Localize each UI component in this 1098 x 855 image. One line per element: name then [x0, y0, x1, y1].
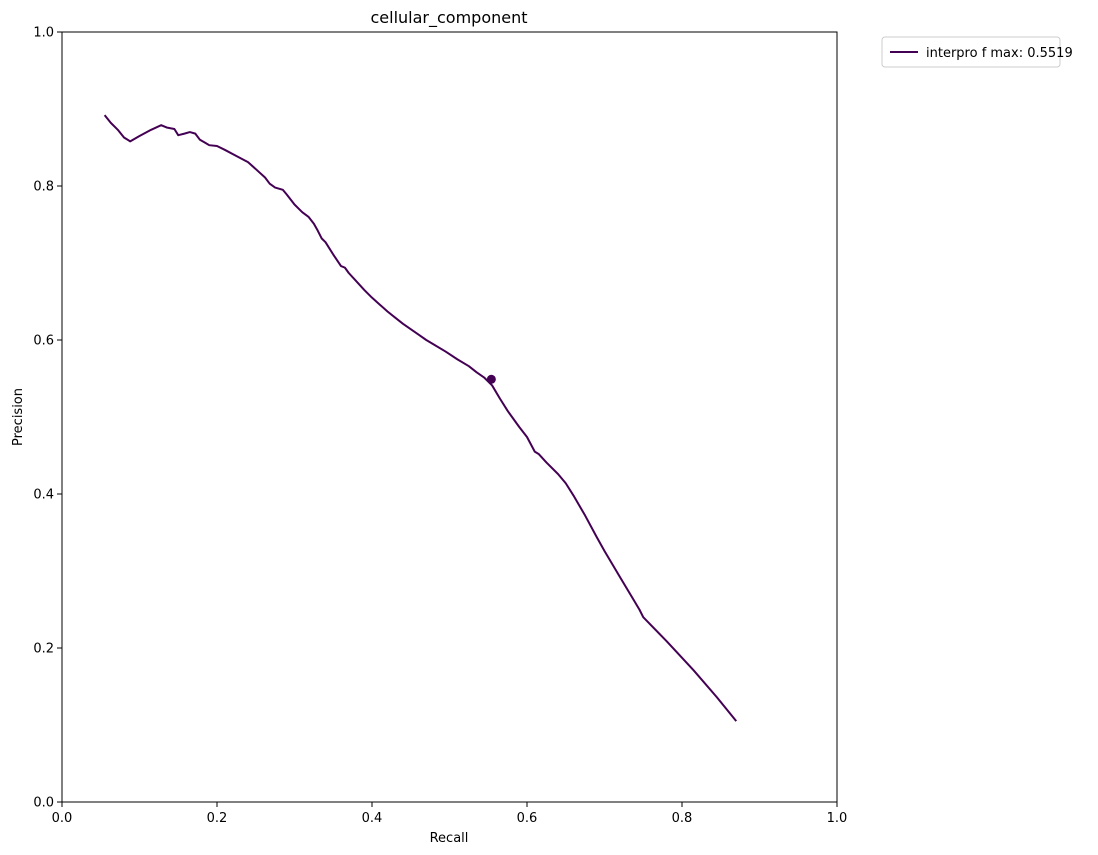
- series-line-0: [103, 114, 738, 722]
- y-tick-label: 0.6: [33, 334, 54, 349]
- chart-title: cellular_component: [370, 8, 527, 28]
- x-tick-label: 0.8: [672, 811, 693, 826]
- axes-frame: [61, 31, 838, 803]
- y-tick-label: 0.8: [33, 180, 54, 195]
- x-axis-label: Recall: [430, 831, 469, 846]
- legend-box: [881, 36, 1061, 68]
- legend: interpro f max: 0.5519: [881, 36, 1073, 68]
- x-tick-label: 0.2: [207, 811, 228, 826]
- y-axis: 0.0 0.2 0.4 0.6 0.8 1.0: [33, 26, 62, 811]
- x-tick-label: 0.6: [517, 811, 538, 826]
- y-tick-label: 0.4: [33, 488, 54, 503]
- y-tick-label: 0.2: [33, 642, 54, 657]
- legend-label: interpro f max: 0.5519: [926, 46, 1073, 61]
- y-tick-label: 1.0: [33, 26, 54, 41]
- x-tick-label: 0.4: [362, 811, 383, 826]
- y-tick-label: 0.0: [33, 796, 54, 811]
- fmax-point: [486, 374, 496, 384]
- y-axis-label: Precision: [11, 388, 26, 446]
- plot-area: [103, 114, 738, 722]
- x-tick-label: 1.0: [827, 811, 848, 826]
- x-axis: 0.0 0.2 0.4 0.6 0.8 1.0: [52, 802, 848, 826]
- x-tick-label: 0.0: [52, 811, 73, 826]
